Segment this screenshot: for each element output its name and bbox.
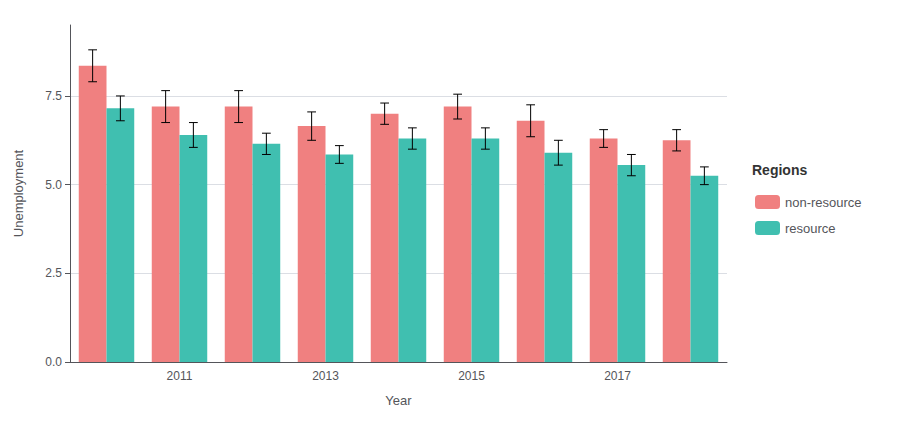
svg-text:2.5: 2.5 [45, 266, 62, 280]
svg-text:non-resource: non-resource [785, 195, 862, 210]
svg-text:2015: 2015 [458, 369, 485, 383]
svg-text:Year: Year [385, 393, 412, 408]
svg-text:resource: resource [785, 221, 836, 236]
svg-text:Unemployment: Unemployment [11, 149, 26, 237]
svg-text:2013: 2013 [312, 369, 339, 383]
svg-text:5.0: 5.0 [45, 178, 62, 192]
svg-text:0.0: 0.0 [45, 355, 62, 369]
svg-text:Regions: Regions [752, 162, 807, 178]
svg-text:2011: 2011 [167, 369, 193, 383]
svg-text:7.5: 7.5 [45, 89, 62, 103]
svg-text:2017: 2017 [604, 369, 631, 383]
